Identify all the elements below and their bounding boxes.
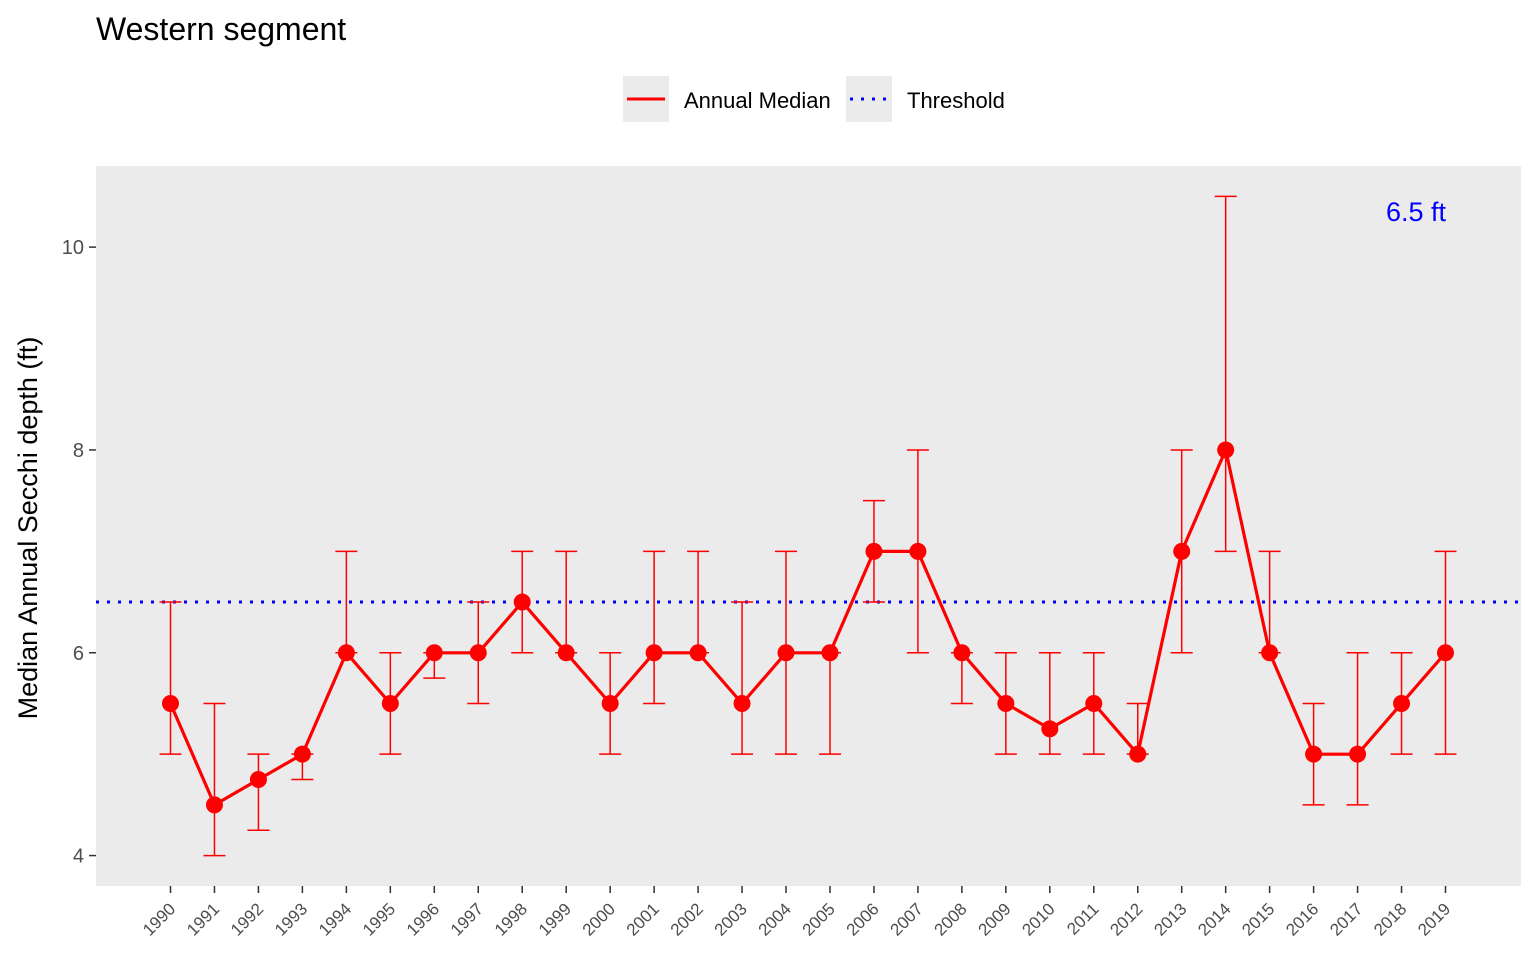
data-point-2015 bbox=[1261, 644, 1279, 662]
legend-label-threshold: Threshold bbox=[907, 88, 1005, 113]
data-point-2018 bbox=[1393, 694, 1411, 712]
x-tick-label: 2019 bbox=[1414, 899, 1454, 939]
error-bar-2017 bbox=[1346, 652, 1369, 806]
x-tick-label: 1995 bbox=[359, 899, 399, 939]
data-point-2006 bbox=[865, 542, 883, 560]
error-bar-1990 bbox=[159, 601, 182, 755]
x-tick-label: 1997 bbox=[447, 899, 487, 939]
data-point-2010 bbox=[1041, 720, 1059, 738]
data-point-2002 bbox=[689, 644, 707, 662]
data-point-1994 bbox=[337, 644, 355, 662]
x-tick-label: 2008 bbox=[931, 899, 971, 939]
error-bar-2014 bbox=[1214, 195, 1237, 553]
x-tick-label: 2000 bbox=[579, 899, 619, 939]
x-tick-label: 2016 bbox=[1282, 899, 1322, 939]
data-point-2017 bbox=[1349, 745, 1367, 763]
x-tick-label: 2017 bbox=[1326, 899, 1366, 939]
x-tick-label: 2012 bbox=[1106, 899, 1146, 939]
x-tick-label: 2010 bbox=[1018, 899, 1058, 939]
x-tick-label: 2014 bbox=[1194, 899, 1234, 939]
data-point-2016 bbox=[1305, 745, 1323, 763]
x-tick-label: 1994 bbox=[315, 899, 355, 939]
x-tick-label: 2005 bbox=[799, 899, 839, 939]
x-tick-label: 2004 bbox=[755, 899, 795, 939]
y-axis-label: Median Annual Secchi depth (ft) bbox=[13, 337, 43, 720]
x-tick-label: 2007 bbox=[887, 899, 927, 939]
x-tick-label: 2001 bbox=[623, 899, 663, 939]
error-bar-1992 bbox=[247, 753, 270, 831]
data-point-1996 bbox=[425, 644, 443, 662]
threshold-annotation: 6.5 ft bbox=[1386, 197, 1447, 227]
error-bar-1991 bbox=[203, 702, 226, 857]
x-tick-label: 2002 bbox=[667, 899, 707, 939]
data-point-1997 bbox=[469, 644, 487, 662]
data-point-1993 bbox=[293, 745, 311, 763]
x-tick-label: 2013 bbox=[1150, 899, 1190, 939]
x-tick-label: 2011 bbox=[1063, 899, 1102, 938]
x-axis: 1990 1991 1992 1993 1994 1995 1996 1997 1998 1999… bbox=[139, 886, 1454, 940]
y-axis: 4 6 8 10 bbox=[62, 237, 96, 868]
x-tick-label: 1996 bbox=[403, 899, 443, 939]
data-point-2005 bbox=[821, 644, 839, 662]
chart-title: Western segment bbox=[96, 11, 346, 47]
data-point-2019 bbox=[1437, 644, 1454, 662]
legend-label-annual-median: Annual Median bbox=[684, 88, 831, 113]
data-point-1990 bbox=[162, 694, 179, 712]
series-layer bbox=[169, 448, 1447, 807]
series-line-annual-median bbox=[169, 448, 1447, 807]
data-point-1992 bbox=[249, 771, 267, 789]
y-tick-label: 6 bbox=[73, 643, 84, 665]
data-points bbox=[162, 441, 1454, 814]
x-tick-label: 1991 bbox=[183, 899, 223, 939]
data-point-2009 bbox=[997, 694, 1015, 712]
x-tick-label: 2018 bbox=[1370, 899, 1410, 939]
x-tick-label: 1993 bbox=[271, 899, 311, 939]
data-point-1995 bbox=[381, 694, 399, 712]
error-bar-2001 bbox=[643, 550, 666, 705]
y-tick-label: 8 bbox=[73, 440, 84, 462]
data-point-2004 bbox=[777, 644, 795, 662]
data-point-2001 bbox=[645, 644, 663, 662]
data-point-2014 bbox=[1217, 441, 1235, 459]
data-point-2003 bbox=[733, 694, 751, 712]
x-tick-label: 2003 bbox=[711, 899, 751, 939]
data-point-2007 bbox=[909, 542, 927, 560]
y-tick-label: 4 bbox=[73, 846, 84, 868]
x-tick-label: 2006 bbox=[843, 899, 883, 939]
plot-panel bbox=[96, 166, 1521, 886]
legend: Annual Median Threshold bbox=[623, 76, 1005, 122]
data-point-2000 bbox=[601, 694, 619, 712]
data-point-1999 bbox=[557, 644, 575, 662]
data-point-2013 bbox=[1173, 542, 1191, 560]
data-point-2008 bbox=[953, 644, 971, 662]
data-point-1991 bbox=[205, 796, 223, 814]
error-bar-2003 bbox=[731, 601, 754, 755]
x-tick-label: 1999 bbox=[535, 899, 575, 939]
data-point-1998 bbox=[513, 593, 531, 611]
data-point-2011 bbox=[1085, 694, 1103, 712]
x-tick-label: 2015 bbox=[1238, 899, 1278, 939]
x-tick-label: 2009 bbox=[974, 899, 1014, 939]
x-tick-label: 1998 bbox=[491, 899, 531, 939]
data-point-2012 bbox=[1129, 745, 1147, 763]
x-tick-label: 1990 bbox=[139, 899, 179, 939]
y-tick-label: 10 bbox=[62, 237, 84, 259]
x-tick-label: 1992 bbox=[227, 899, 267, 939]
